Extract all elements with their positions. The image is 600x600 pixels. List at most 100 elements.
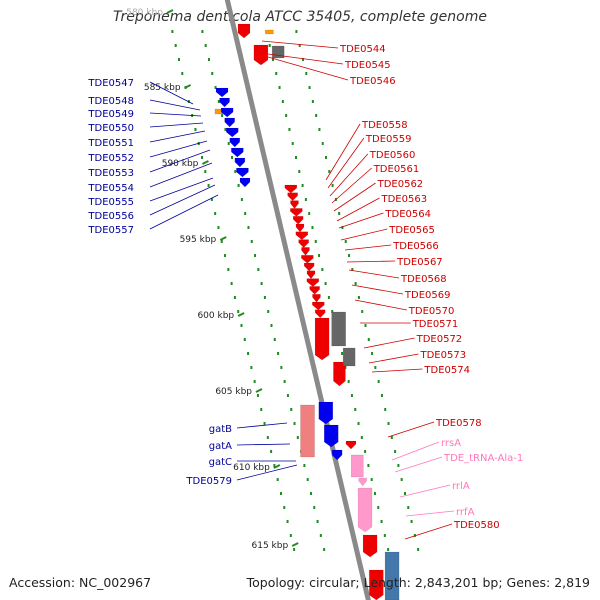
- outer-right-guide: [357, 296, 360, 299]
- left-gene-label: TDE0553: [87, 168, 134, 179]
- inner-right-guide: [377, 506, 380, 509]
- outer-left-guide: [279, 492, 282, 495]
- inner-left-guide: [270, 324, 273, 327]
- inner-right-guide: [331, 310, 334, 313]
- gene-plus: [309, 286, 320, 295]
- outer-right-guide: [308, 86, 311, 89]
- inner-left-guide: [247, 226, 250, 229]
- ruler-label: 590 kbp: [162, 159, 199, 169]
- outer-left-guide: [210, 198, 213, 201]
- inner-right-guide: [285, 114, 288, 117]
- inner-right-guide: [308, 212, 311, 215]
- inner-left-guide: [286, 394, 289, 397]
- inner-right-guide: [370, 478, 373, 481]
- inner-left-guide: [277, 352, 280, 355]
- outer-right-guide: [321, 142, 324, 145]
- inner-right-guide: [298, 170, 301, 173]
- inner-right-guide: [354, 408, 357, 411]
- inner-right-guide: [271, 58, 274, 61]
- left-gene-label: TDE0557: [87, 225, 134, 236]
- outer-right-guide: [311, 100, 314, 103]
- inner-left-guide: [306, 478, 309, 481]
- right-gene-label: TDE0544: [339, 44, 386, 55]
- inner-left-guide: [319, 534, 322, 537]
- outer-right-guide: [318, 128, 321, 131]
- ruler-tick: [219, 236, 227, 241]
- right-gene-label: TDE0580: [453, 520, 500, 531]
- inner-left-guide: [263, 296, 266, 299]
- outer-left-guide: [204, 170, 207, 173]
- right-callout: [340, 228, 388, 241]
- inner-left-guide: [280, 366, 283, 369]
- inner-left-guide: [267, 310, 270, 313]
- right-gene-label: TDE0572: [416, 334, 463, 345]
- inner-left-guide: [283, 380, 286, 383]
- right-callout: [346, 260, 396, 263]
- outer-left-guide: [181, 72, 184, 75]
- right-gene-label: TDE0566: [392, 241, 439, 252]
- outer-left-guide: [214, 212, 217, 215]
- inner-right-guide: [360, 436, 363, 439]
- right-gene-label: TDE0562: [377, 179, 424, 190]
- left-gene-label: TDE0556: [87, 211, 134, 222]
- inner-left-guide: [293, 422, 296, 425]
- outer-right-guide: [341, 226, 344, 229]
- left-gene-label: TDE0547: [87, 78, 134, 89]
- outer-right-guide: [400, 478, 403, 481]
- outer-right-guide: [384, 408, 387, 411]
- outer-left-guide: [270, 450, 273, 453]
- gene-blue: [384, 551, 400, 600]
- right-gene-label: TDE0570: [408, 306, 455, 317]
- left-callout: [149, 194, 219, 230]
- inner-right-guide: [373, 492, 376, 495]
- gene-plus: [303, 262, 315, 272]
- ruler-label: 600 kbp: [197, 311, 234, 321]
- gene-minus: [219, 97, 230, 108]
- inner-left-guide: [260, 282, 263, 285]
- gene-plus: [312, 293, 321, 303]
- outer-left-guide: [260, 408, 263, 411]
- gene-plus: [284, 184, 298, 194]
- genome-backbone: [224, 0, 371, 600]
- gene-plus: [306, 278, 320, 287]
- gene-minus: [236, 167, 249, 178]
- right-gene-label: TDE0571: [412, 319, 459, 330]
- gene-plus: [314, 317, 330, 361]
- left-callout: [149, 149, 211, 173]
- left-callout: [149, 122, 204, 128]
- inner-right-guide: [327, 296, 330, 299]
- right-callout: [394, 456, 443, 473]
- right-callout: [338, 212, 384, 229]
- genome-summary-text: Topology: circular; Length: 2,843,201 bp…: [246, 575, 590, 590]
- outer-right-guide: [325, 156, 328, 159]
- right-gene-label: TDE0563: [381, 194, 428, 205]
- left-callout: [236, 464, 298, 481]
- gene-plus: [295, 231, 309, 241]
- inner-right-guide: [311, 226, 314, 229]
- inner-left-guide: [214, 86, 217, 89]
- outer-left-guide: [266, 436, 269, 439]
- ruler-label: 580 kbp: [126, 8, 163, 18]
- outer-right-guide: [315, 114, 318, 117]
- right-gene-label: TDE0569: [404, 290, 451, 301]
- gene-misc: [265, 29, 274, 35]
- gene-plus: [301, 254, 314, 264]
- inner-left-guide: [204, 44, 207, 47]
- outer-right-guide: [367, 338, 370, 341]
- inner-right-guide: [387, 548, 390, 551]
- outer-right-guide: [417, 548, 420, 551]
- right-callout: [387, 421, 435, 438]
- ruler-label: 595 kbp: [180, 235, 217, 245]
- outer-left-guide: [276, 478, 279, 481]
- inner-right-guide: [380, 520, 383, 523]
- outer-left-guide: [177, 58, 180, 61]
- left-gene-label: gatC: [209, 457, 232, 468]
- inner-left-guide: [237, 184, 240, 187]
- inner-right-guide: [281, 100, 284, 103]
- right-callout: [371, 368, 423, 373]
- right-callout: [267, 53, 344, 65]
- outer-right-guide: [377, 380, 380, 383]
- inner-right-guide: [295, 156, 298, 159]
- gene-minus: [229, 137, 241, 148]
- outer-left-guide: [293, 548, 296, 551]
